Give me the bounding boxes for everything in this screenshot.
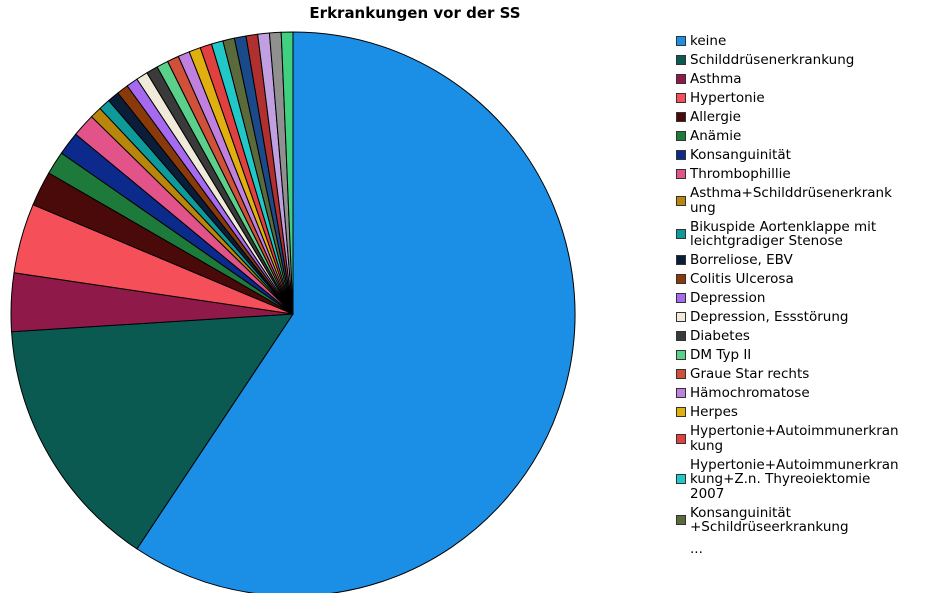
legend-item: Allergie	[676, 110, 926, 125]
legend-swatch	[676, 407, 686, 418]
legend-label: Hämochromatose	[690, 385, 810, 401]
pie-slice	[11, 313, 294, 550]
legend-item: DM Typ II	[676, 348, 926, 363]
legend-swatch	[676, 515, 686, 525]
legend-swatch	[676, 150, 686, 161]
legend-more: ...	[690, 540, 703, 557]
legend-item: Depression, Essstörung	[676, 310, 926, 325]
legend-label: Graue Star rechts	[690, 366, 810, 382]
legend-swatch	[676, 229, 686, 239]
legend-item: Konsanguinität	[676, 148, 926, 163]
legend-swatch	[676, 350, 686, 361]
legend-item: Herpes	[676, 405, 926, 420]
legend-swatch	[676, 293, 686, 304]
legend-label: Diabetes	[690, 328, 750, 344]
pie-area	[10, 31, 576, 593]
legend-label: Borreliose, EBV	[690, 252, 793, 268]
legend-item: Anämie	[676, 129, 926, 144]
legend-swatch	[676, 112, 686, 123]
legend-label: Thrombophillie	[690, 166, 791, 182]
legend-label: Anämie	[690, 128, 742, 144]
legend-item: Asthma	[676, 72, 926, 87]
legend-swatch	[676, 195, 686, 206]
legend-label: Allergie	[690, 109, 741, 125]
legend-item: Colitis Ulcerosa	[676, 272, 926, 287]
legend-swatch	[676, 474, 686, 485]
pie-slice	[136, 31, 576, 593]
legend-swatch	[676, 312, 686, 323]
legend-item: Borreliose, EBV	[676, 253, 926, 268]
legend-item: Hypertonie+Autoimmunerkran kung	[676, 424, 926, 453]
legend-label: Depression	[690, 290, 766, 306]
legend-swatch	[676, 74, 686, 85]
legend-item: Thrombophillie	[676, 167, 926, 182]
legend-item: Konsanguinität +Schildrüseerkrankung	[676, 504, 926, 535]
legend-swatch	[676, 131, 686, 142]
legend-swatch	[676, 369, 686, 380]
legend-item: Hypertonie	[676, 91, 926, 106]
legend-label: Schilddrüsenerkrankung	[690, 52, 855, 68]
legend-swatch	[676, 36, 686, 47]
legend-swatch	[676, 169, 686, 180]
pie-slice	[280, 31, 294, 315]
legend-label: Asthma	[690, 71, 742, 87]
legend-swatch	[676, 255, 686, 266]
legend-item: Asthma+Schilddrüsenerkrank ung	[676, 186, 926, 215]
legend-item: Hämochromatose	[676, 386, 926, 401]
legend-label: Konsanguinität	[690, 147, 791, 163]
legend-label: Hypertonie+Autoimmunerkran kung	[690, 423, 899, 454]
legend-label: keine	[690, 33, 727, 49]
legend-item: Hypertonie+Autoimmunerkran kung+Z.n. Thy…	[676, 456, 926, 502]
legend-label: Bikuspide Aortenklappe mit leichtgradige…	[690, 218, 877, 249]
chart-title: Erkrankungen vor der SS	[309, 4, 521, 22]
legend-item: Diabetes	[676, 329, 926, 344]
legend-label: Colitis Ulcerosa	[690, 271, 794, 287]
legend-item: Bikuspide Aortenklappe mit leichtgradige…	[676, 218, 926, 249]
legend-swatch	[676, 433, 686, 444]
legend-label: Konsanguinität +Schildrüseerkrankung	[690, 504, 849, 535]
legend-label: Depression, Essstörung	[690, 309, 849, 325]
legend: keine Schilddrüsenerkrankung Asthma Hyperto…	[676, 34, 926, 557]
legend-item: Depression	[676, 291, 926, 306]
legend-swatch	[676, 93, 686, 104]
legend-swatch	[676, 274, 686, 285]
legend-label: Herpes	[690, 404, 738, 420]
legend-swatch	[676, 388, 686, 399]
legend-label: DM Typ II	[690, 347, 752, 363]
legend-swatch	[676, 331, 686, 342]
legend-swatch	[676, 55, 686, 66]
legend-item: Graue Star rechts	[676, 367, 926, 382]
legend-label: Hypertonie	[690, 90, 765, 106]
legend-item: Schilddrüsenerkrankung	[676, 53, 926, 68]
legend-label: Asthma+Schilddrüsenerkrank ung	[690, 185, 892, 216]
legend-item: keine	[676, 34, 926, 49]
legend-label: Hypertonie+Autoimmunerkran kung+Z.n. Thy…	[690, 456, 899, 502]
